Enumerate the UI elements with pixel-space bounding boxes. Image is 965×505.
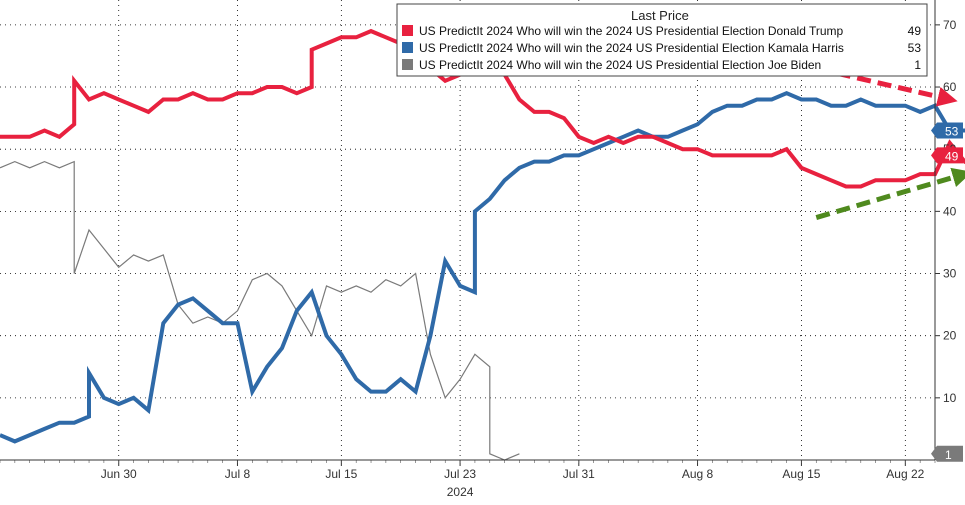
x-tick-label: Jul 8	[225, 467, 251, 481]
last-price-badge	[931, 122, 963, 139]
last-price-label: 49	[945, 149, 959, 163]
legend-title: Last Price	[631, 8, 689, 23]
legend-swatch	[402, 42, 413, 53]
x-year-label: 2024	[447, 485, 474, 499]
x-tick-label: Aug 22	[886, 467, 924, 481]
grid-lines	[0, 0, 935, 460]
x-tick-label: Jun 30	[101, 467, 137, 481]
legend-last-value: 1	[914, 58, 921, 72]
x-tick-label: Jul 15	[325, 467, 357, 481]
y-tick-label: 20	[943, 329, 957, 343]
last-price-badge	[931, 445, 963, 462]
legend-last-value: 49	[908, 24, 922, 38]
y-tick-label: 10	[943, 391, 957, 405]
y-tick-label: 40	[943, 204, 957, 218]
series-line-1	[0, 91, 965, 444]
trend-arrow-1	[815, 167, 965, 220]
legend-swatch	[402, 59, 413, 70]
last-price-label: 1	[945, 448, 952, 462]
legend-box	[396, 3, 928, 77]
x-tick-label: Jul 23	[444, 467, 476, 481]
last-price-badge	[931, 147, 963, 164]
y-tick-label: 70	[943, 18, 957, 32]
series-lines	[0, 28, 965, 461]
x-tick-label: Aug 8	[682, 467, 714, 481]
legend-last-value: 53	[908, 41, 922, 55]
last-price-label: 53	[945, 125, 959, 139]
legend-label: US PredictIt 2024 Who will win the 2024 …	[419, 41, 844, 55]
last-price-badges: 49 53 1	[931, 122, 963, 462]
legend-swatch	[402, 25, 413, 36]
x-tick-label: Jul 31	[563, 467, 595, 481]
legend-label: US PredictIt 2024 Who will win the 2024 …	[419, 24, 844, 38]
series-line-2	[0, 160, 520, 461]
legend-label: US PredictIt 2024 Who will win the 2024 …	[419, 58, 821, 72]
x-tick-label: Aug 15	[782, 467, 820, 481]
y-tick-label: 60	[943, 80, 957, 94]
y-tick-label: 30	[943, 267, 957, 281]
